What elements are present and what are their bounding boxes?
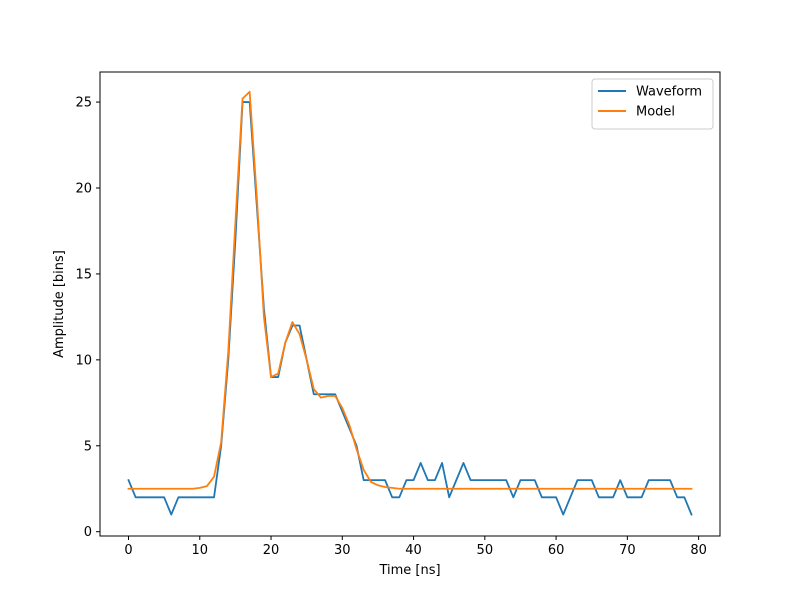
x-tick-label: 10 xyxy=(191,543,208,558)
y-tick-label: 5 xyxy=(84,439,92,454)
x-tick-label: 0 xyxy=(124,543,132,558)
x-tick-label: 20 xyxy=(263,543,280,558)
y-tick-label: 10 xyxy=(75,353,92,368)
legend-label-model: Model xyxy=(636,105,675,120)
legend: Waveform Model xyxy=(591,78,714,130)
y-tick-label: 15 xyxy=(75,267,92,282)
y-axis-label: Amplitude [bins] xyxy=(52,250,67,358)
y-tick-label: 0 xyxy=(84,525,92,540)
x-tick-label: 50 xyxy=(477,543,494,558)
series-line-model xyxy=(127,90,693,490)
axes-frame xyxy=(99,71,721,537)
x-tick-label: 40 xyxy=(405,543,422,558)
x-tick-label: 60 xyxy=(548,543,565,558)
x-axis-label: Time [ns] xyxy=(378,563,440,578)
x-tick-label: 30 xyxy=(334,543,351,558)
y-tick-label: 20 xyxy=(75,182,92,197)
y-tick-label: 25 xyxy=(75,96,92,111)
legend-label-waveform: Waveform xyxy=(636,85,702,100)
x-axis: 0 10 20 30 40 50 60 70 80 xyxy=(124,536,707,558)
plot-area xyxy=(127,90,693,516)
x-tick-label: 70 xyxy=(619,543,636,558)
y-axis: 0 5 10 15 20 25 xyxy=(75,96,100,540)
x-tick-label: 80 xyxy=(690,543,707,558)
